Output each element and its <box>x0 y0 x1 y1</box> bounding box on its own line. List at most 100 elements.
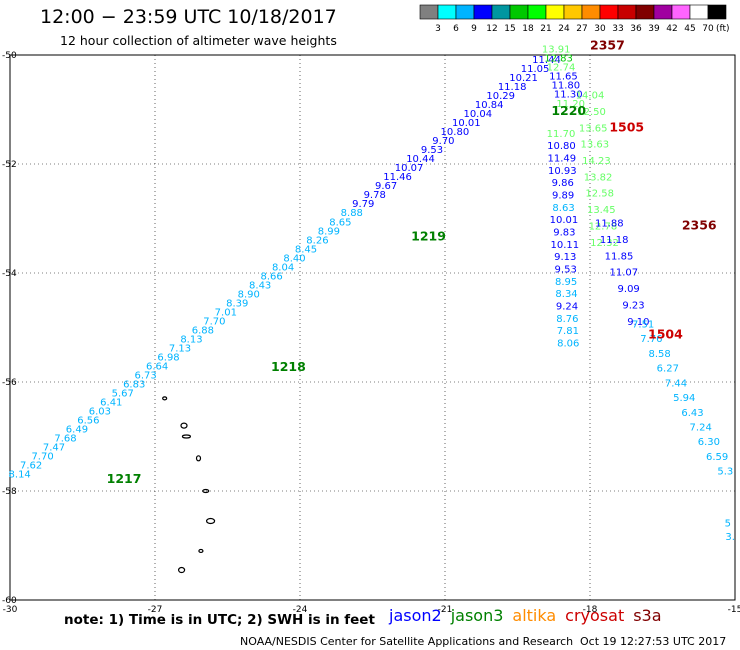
latitude-tick-label: -54 <box>2 269 17 279</box>
wave-height-label: 3. <box>725 532 735 543</box>
longitude-tick-label: -15 <box>728 605 740 615</box>
wave-height-label: 9.23 <box>622 300 644 311</box>
legend-tick-labels: 3 6 9 12 15 18 21 24 27 30 33 36 39 42 45 70 <box>435 24 714 34</box>
latitude-tick-label: -50 <box>2 51 17 61</box>
wave-height-label: 6.64 <box>146 361 168 372</box>
wave-height-tracks: 8.147.627.707.477.686.496.566.036.415.67… <box>9 44 735 543</box>
wave-height-label: 8.95 <box>555 277 577 288</box>
satellite-legend: jason2 jason3 altika cryosat s3a <box>389 606 671 625</box>
pass-number-label: 1218 <box>271 359 306 374</box>
pass-number-label: 1505 <box>609 119 644 134</box>
wave-height-label: 8.13 <box>180 334 202 345</box>
wave-height-label: 7.44 <box>665 378 687 389</box>
latitude-tick-label: -58 <box>2 487 17 497</box>
pass-labels: 1217 1218 1219 1220 2357 1505 2356 1504 <box>107 38 717 486</box>
island-outline <box>180 422 188 429</box>
legend-tick-label: 9 <box>471 24 477 34</box>
island-outline <box>202 488 210 494</box>
legend-swatch <box>419 4 439 20</box>
island-outline <box>198 548 204 554</box>
wave-height-label: 8.39 <box>226 298 248 309</box>
wave-height-label: 11.18 <box>600 235 629 246</box>
pass-number-label: 1217 <box>107 471 142 486</box>
wave-height-label: 7.24 <box>690 423 712 434</box>
map-frame <box>9 54 736 601</box>
legend-tick-label: 70 <box>702 24 714 34</box>
longitude-tick-label: -30 <box>3 605 18 615</box>
wave-height-label: 12.78 <box>589 221 618 232</box>
wave-height-label: 6.49 <box>66 424 88 435</box>
wave-height-label: 8.58 <box>648 349 670 360</box>
wave-height-label: 11.46 <box>383 172 412 183</box>
page-subtitle: 12 hour collection of altimeter wave hei… <box>60 33 337 48</box>
legend-swatch <box>473 4 493 20</box>
wave-height-label: 10.11 <box>551 240 580 251</box>
legend-tick-label: 36 <box>630 24 642 34</box>
wave-height-label: 8.43 <box>249 280 271 291</box>
island-outline <box>177 566 186 574</box>
island-outline <box>195 455 202 462</box>
wave-height-label: 6.30 <box>698 437 720 448</box>
page-title: 12:00 − 23:59 UTC 10/18/2017 <box>40 6 337 28</box>
satellite-name-altika: altika <box>512 606 557 625</box>
latitude-tick-labels: -50 -52 -54 -56 -58 -60 <box>2 51 17 606</box>
wave-height-label: 10.07 <box>395 163 424 174</box>
legend-swatch <box>581 4 601 20</box>
wave-height-label: 13.91 <box>542 44 571 55</box>
wave-height-label: 7.47 <box>43 442 65 453</box>
legend-unit: (ft) <box>716 24 730 34</box>
longitude-tick-labels: -30 -27 -24 -21 -18 -15 <box>3 605 740 615</box>
legend-swatch <box>707 4 727 20</box>
pass-number-label: 2356 <box>682 217 717 232</box>
longitude-tick-label: -18 <box>583 605 598 615</box>
wave-height-label: 10.01 <box>452 118 481 129</box>
wave-height-label: 8.04 <box>272 262 294 273</box>
wave-height-label: 5.67 <box>112 388 134 399</box>
wave-height-label: 8.45 <box>295 244 317 255</box>
wave-height-label: 11.44 <box>532 55 561 66</box>
wave-height-label: 13.45 <box>587 205 616 216</box>
legend-tick-label: 21 <box>540 24 551 34</box>
legend-swatch <box>509 4 529 20</box>
wave-height-label: 8.34 <box>555 289 577 300</box>
wave-height-label: 14.04 <box>576 91 605 102</box>
legend-swatch <box>653 4 673 20</box>
wave-height-label: 7.13 <box>169 343 191 354</box>
island-outline <box>205 517 216 525</box>
legend-tick-label: 3 <box>435 24 441 34</box>
footer-note: note: 1) Time is in UTC; 2) SWH is in fe… <box>64 612 375 628</box>
wave-height-label: 7.62 <box>20 460 42 471</box>
wave-height-label: 9.78 <box>364 190 386 201</box>
wave-height-label: 9.79 <box>352 199 374 210</box>
wave-height-label: 7.81 <box>557 326 579 337</box>
wave-height-label: 6.27 <box>657 364 679 375</box>
wave-height-label: 10.21 <box>509 73 538 84</box>
legend-tick-label: 42 <box>666 24 677 34</box>
pass-number-label: 1219 <box>411 228 446 243</box>
island-outline <box>162 396 168 401</box>
wave-height-label: 10.04 <box>463 109 492 120</box>
wave-height-label: 8.76 <box>556 314 578 325</box>
wave-height-label: 10.44 <box>406 154 435 165</box>
wave-height-label: 13.82 <box>584 172 613 183</box>
longitude-tick-label: -24 <box>293 605 308 615</box>
wave-height-label: 8.65 <box>329 217 351 228</box>
wave-height-label: 7.76 <box>640 334 662 345</box>
map-grid <box>10 55 735 600</box>
satellite-name-cryosat: cryosat <box>565 606 625 625</box>
wave-height-label: 7.51 <box>632 320 654 331</box>
legend-swatch <box>455 4 475 20</box>
longitude-tick-label: -21 <box>438 605 453 615</box>
legend-tick-label: 27 <box>576 24 587 34</box>
wave-height-label: 6.88 <box>192 325 214 336</box>
legend-tick-label: 6 <box>453 24 459 34</box>
legend-swatch <box>671 4 691 20</box>
wave-height-label: 9.83 <box>553 227 575 238</box>
latitude-tick-label: -56 <box>2 378 17 388</box>
wave-height-label: 8.88 <box>341 208 363 219</box>
wave-height-label: 9.10 <box>627 317 649 328</box>
latitude-tick-label: -60 <box>2 596 17 606</box>
wave-height-label: 6.41 <box>100 397 122 408</box>
legend-swatch <box>437 4 457 20</box>
